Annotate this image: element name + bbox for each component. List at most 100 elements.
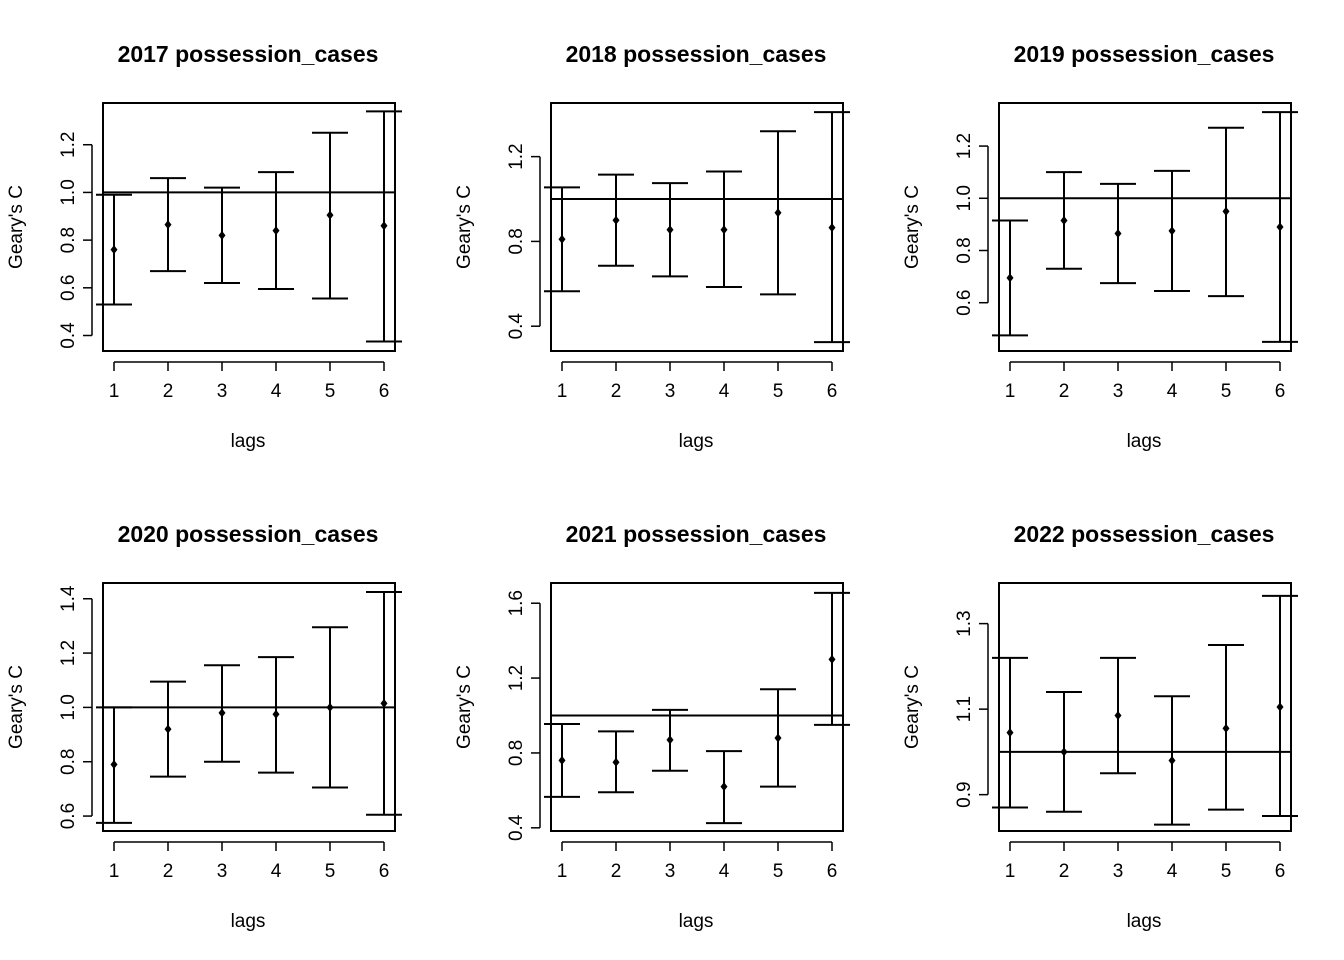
data-point [1276, 702, 1284, 712]
x-tick-label: 5 [1221, 381, 1232, 402]
y-tick-label: 0.6 [58, 275, 79, 301]
data-point [218, 230, 226, 240]
y-tick-label: 0.8 [506, 228, 527, 254]
chart-panel-2: 2018 possession_cases 1 2 3 4 5 6 lags 0.4 0.8 1.2… [454, 41, 850, 452]
x-tick-label: 6 [1275, 381, 1286, 402]
data-point [380, 698, 388, 708]
x-tick-label: 5 [773, 381, 784, 402]
y-tick-label: 0.8 [58, 227, 79, 253]
data-point [1114, 711, 1122, 721]
plot-frame [998, 102, 1292, 352]
x-tick-label: 5 [773, 861, 784, 882]
x-tick-label: 4 [271, 861, 282, 882]
y-tick-label: 1.2 [506, 143, 527, 169]
y-axis: 0.4 0.8 1.2 [506, 143, 541, 340]
y-tick-label: 1.2 [506, 665, 527, 691]
y-tick-label: 1.6 [506, 590, 527, 616]
x-tick-label: 6 [379, 861, 390, 882]
y-tick-label: 1.0 [954, 185, 975, 211]
x-tick-label: 3 [665, 861, 676, 882]
data-point [218, 708, 226, 718]
y-tick-label: 0.4 [58, 322, 79, 349]
y-tick-label: 0.8 [506, 740, 527, 766]
data-point [1114, 229, 1122, 239]
y-tick-label: 1.3 [954, 610, 975, 636]
x-tick-label: 4 [1167, 381, 1178, 402]
x-axis: 1 2 3 4 5 6 [557, 841, 838, 882]
x-axis-label: lags [679, 911, 714, 932]
y-axis: 0.6 0.8 1.0 1.2 [954, 133, 989, 316]
x-tick-label: 6 [1275, 861, 1286, 882]
y-tick-label: 1.4 [58, 585, 79, 612]
chart-title: 2017 possession_cases [118, 41, 379, 67]
x-tick-label: 1 [557, 381, 568, 402]
data-point [272, 226, 280, 236]
x-tick-label: 1 [557, 861, 568, 882]
x-tick-label: 3 [665, 381, 676, 402]
x-tick-label: 3 [1113, 381, 1124, 402]
data-point [1060, 747, 1068, 757]
data-point [828, 223, 836, 233]
data-point [666, 225, 674, 235]
x-tick-label: 2 [163, 381, 174, 402]
x-tick-label: 6 [827, 861, 838, 882]
x-tick-label: 6 [827, 381, 838, 402]
data-point [720, 225, 728, 235]
data-point [666, 735, 674, 745]
chart-panel-5: 2021 possession_cases 1 2 3 4 5 6 lags 0.4 0.8 1.2… [454, 521, 850, 932]
y-tick-label: 0.6 [58, 803, 79, 829]
y-axis-label: Geary's C [902, 665, 923, 749]
chart-title: 2020 possession_cases [118, 521, 379, 547]
y-tick-label: 0.8 [954, 237, 975, 263]
data-point [380, 221, 388, 231]
chart-panel-4: 2020 possession_cases 1 2 3 4 5 6 lags 0.6 0.8 1.0… [6, 521, 402, 932]
x-tick-label: 1 [109, 381, 120, 402]
data-point [110, 245, 118, 255]
x-axis: 1 2 3 4 5 6 [109, 361, 390, 402]
plot-frame [550, 102, 844, 352]
plot-frame [998, 582, 1292, 832]
data-point [164, 724, 172, 734]
x-tick-label: 2 [163, 861, 174, 882]
data-point [1006, 728, 1014, 738]
x-tick-label: 1 [1005, 381, 1016, 402]
data-point [326, 702, 334, 712]
x-tick-label: 4 [271, 381, 282, 402]
y-tick-label: 1.2 [954, 133, 975, 159]
data-point [272, 709, 280, 719]
y-axis: 0.4 0.6 0.8 1.0 1.2 [58, 132, 93, 349]
x-tick-label: 1 [1005, 861, 1016, 882]
y-axis: 0.9 1.1 1.3 [954, 610, 989, 808]
y-axis-label: Geary's C [6, 665, 27, 749]
x-axis-label: lags [231, 431, 266, 452]
chart-panel-1: 2017 possession_cases 1 2 3 4 5 6 lags 0.4 0.6 0.8… [6, 41, 402, 452]
y-tick-label: 0.6 [954, 289, 975, 315]
chart-panel-6: 2022 possession_cases 1 2 3 4 5 6 lags 0.9 1.1 1.3… [902, 521, 1298, 932]
x-tick-label: 4 [719, 381, 730, 402]
x-axis-label: lags [679, 431, 714, 452]
y-tick-label: 0.4 [506, 814, 527, 841]
y-tick-label: 0.8 [58, 749, 79, 775]
data-point [1060, 215, 1068, 225]
data-point [558, 755, 566, 765]
y-axis-label: Geary's C [454, 665, 475, 749]
x-tick-label: 5 [325, 381, 336, 402]
x-tick-label: 6 [379, 381, 390, 402]
data-point [110, 759, 118, 769]
chart-title: 2018 possession_cases [566, 41, 827, 67]
data-point [612, 215, 620, 225]
y-tick-label: 0.4 [506, 313, 527, 340]
y-axis: 0.6 0.8 1.0 1.2 1.4 [58, 585, 93, 829]
x-tick-label: 3 [1113, 861, 1124, 882]
data-point [1168, 226, 1176, 236]
x-axis-label: lags [1127, 431, 1162, 452]
x-axis: 1 2 3 4 5 6 [1005, 361, 1286, 402]
x-tick-label: 2 [611, 861, 622, 882]
x-tick-label: 5 [325, 861, 336, 882]
chart-title: 2022 possession_cases [1014, 521, 1275, 547]
y-axis: 0.4 0.8 1.2 1.6 [506, 590, 541, 841]
x-tick-label: 4 [1167, 861, 1178, 882]
data-point [720, 782, 728, 792]
data-point [774, 208, 782, 218]
